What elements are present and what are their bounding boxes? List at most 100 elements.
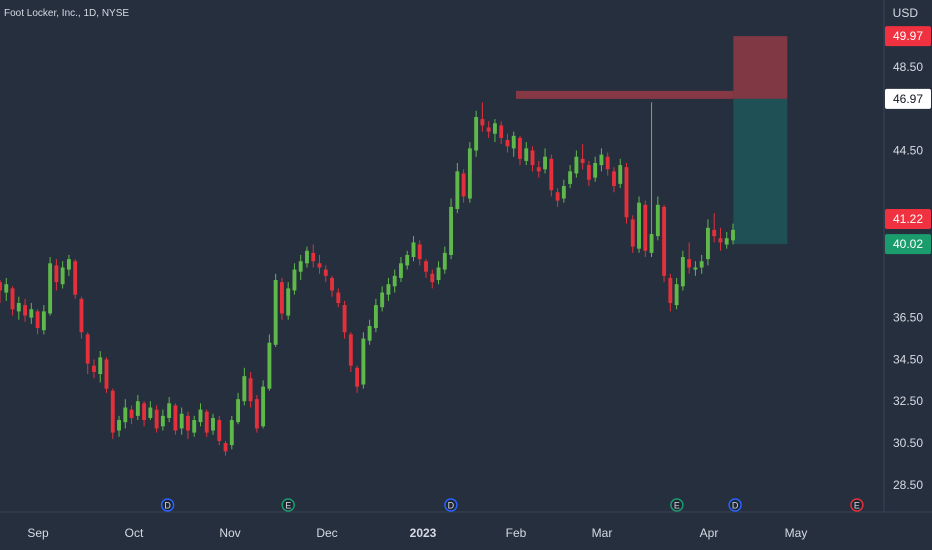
- candle-body: [492, 123, 497, 134]
- candle-body: [724, 238, 729, 245]
- candle-body: [60, 267, 65, 285]
- candle-body: [586, 165, 591, 180]
- candle-body: [411, 242, 416, 258]
- candle-body: [23, 305, 28, 316]
- candle-body: [386, 284, 391, 295]
- candle-body: [624, 167, 629, 218]
- event-marker-label: E: [854, 501, 860, 511]
- candle-body: [630, 219, 635, 247]
- candle-body: [705, 227, 710, 260]
- x-tick-label: Sep: [27, 526, 49, 540]
- candle-body: [129, 409, 134, 418]
- candle-body: [405, 254, 410, 266]
- candle-body: [505, 140, 510, 147]
- candle-body: [104, 359, 109, 389]
- dividend-marker[interactable]: [444, 498, 458, 512]
- candle-body: [618, 165, 623, 184]
- candle-body: [192, 420, 197, 433]
- currency-label[interactable]: USD: [892, 6, 918, 20]
- stop-zone-bar[interactable]: [516, 90, 734, 99]
- x-tick-label: Nov: [219, 526, 240, 540]
- dividend-marker[interactable]: [728, 498, 742, 512]
- price-badge[interactable]: [885, 26, 931, 47]
- candle-body: [286, 288, 291, 316]
- candle-body: [530, 150, 535, 166]
- candle-body: [48, 263, 53, 314]
- candle-body: [66, 259, 71, 270]
- candle-body: [261, 386, 266, 427]
- x-tick-label: May: [785, 526, 808, 540]
- event-marker-label: D: [732, 501, 739, 511]
- candle-body: [98, 357, 103, 375]
- earnings-marker[interactable]: [670, 498, 684, 512]
- candle-body: [392, 275, 397, 287]
- x-tick-label: Mar: [592, 526, 613, 540]
- dividend-marker[interactable]: [160, 498, 175, 512]
- candle-body: [605, 156, 610, 170]
- candle-body: [248, 378, 253, 402]
- candle-body: [229, 420, 234, 446]
- candle-body: [580, 158, 585, 164]
- event-marker-label: E: [674, 501, 680, 511]
- candle-body: [242, 376, 247, 402]
- candle-body: [267, 342, 272, 389]
- candle-body: [342, 305, 347, 333]
- price-badge-label: 46.97: [893, 92, 923, 106]
- candle-body: [10, 288, 15, 310]
- candle-body: [643, 204, 648, 251]
- time-axis[interactable]: [0, 512, 932, 550]
- price-badge[interactable]: [885, 234, 931, 255]
- y-tick-label: 48.50: [893, 60, 923, 74]
- candle-body: [524, 148, 529, 161]
- y-tick-label: 44.50: [893, 143, 923, 157]
- candle-body: [4, 284, 9, 293]
- event-marker-label: E: [285, 501, 291, 511]
- price-axis[interactable]: [884, 0, 932, 550]
- y-tick-label: 36.50: [893, 311, 923, 325]
- candle-body: [254, 399, 259, 429]
- earnings-marker[interactable]: [850, 498, 864, 512]
- candle-body: [79, 298, 84, 333]
- candle-body: [317, 263, 322, 268]
- x-tick-label: Apr: [700, 526, 719, 540]
- candle-body: [85, 334, 90, 364]
- price-badge-label: 41.22: [893, 212, 923, 226]
- candle-body: [436, 267, 441, 281]
- candle-body: [536, 167, 541, 172]
- candle-body: [518, 137, 522, 159]
- stop-zone-box[interactable]: [733, 36, 788, 99]
- candle-body: [549, 158, 554, 191]
- candle-body: [167, 403, 172, 418]
- candle-body: [186, 415, 190, 431]
- candle-body: [179, 413, 184, 429]
- earnings-marker[interactable]: [281, 498, 295, 512]
- price-badge[interactable]: [885, 88, 931, 109]
- candle-body: [474, 117, 479, 151]
- price-badge[interactable]: [885, 209, 931, 230]
- candle-body: [712, 229, 717, 237]
- candle-body: [367, 326, 372, 341]
- candle-body: [687, 259, 692, 268]
- y-tick-label: 30.50: [893, 436, 923, 450]
- candle-body: [54, 265, 59, 283]
- candle-body: [348, 334, 353, 366]
- y-tick-label: 28.50: [893, 478, 923, 492]
- price-badge-label: 40.02: [893, 237, 923, 251]
- candle-body: [649, 234, 654, 253]
- target-zone-box[interactable]: [733, 98, 788, 245]
- candle-body: [223, 443, 228, 452]
- candle-body: [361, 338, 366, 385]
- candle-body: [486, 127, 491, 132]
- candle-body: [323, 269, 328, 276]
- candle-body: [198, 409, 203, 423]
- candle-body: [142, 403, 147, 421]
- candle-body: [16, 303, 21, 312]
- candle-body: [217, 420, 222, 441]
- candle-body: [693, 267, 698, 270]
- candle-body: [373, 305, 378, 329]
- x-tick-label: Oct: [125, 526, 144, 540]
- candle-body: [417, 244, 422, 260]
